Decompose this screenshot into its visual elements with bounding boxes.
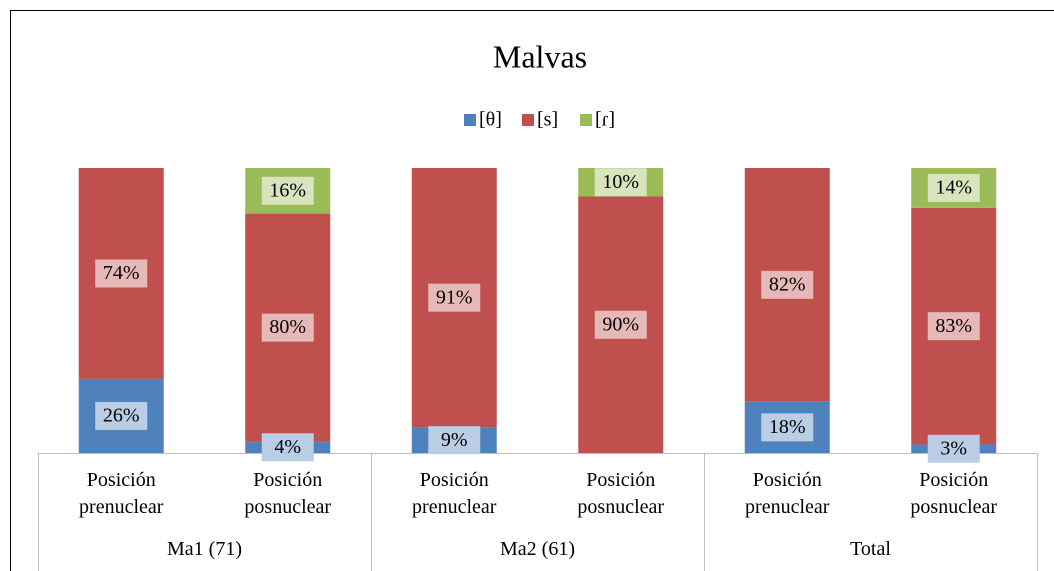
chart-title: Malvas [493, 38, 587, 74]
data-label-bg [927, 173, 980, 202]
legend-swatch [464, 114, 476, 126]
x-tick-label: Posición posnuclear [577, 469, 665, 518]
legend-label: [θ] [479, 109, 502, 131]
data-label: 26% [103, 405, 140, 427]
x-tick-label: Posición prenuclear [745, 469, 830, 518]
data-label: 90% [602, 313, 639, 335]
data-label-bg [428, 283, 481, 312]
data-label: 83% [935, 315, 972, 337]
x-tick-label: Posición posnuclear [910, 469, 998, 518]
data-label: 18% [769, 416, 806, 438]
data-label-bg [428, 426, 481, 455]
chart-border [10, 10, 1054, 571]
data-label: 3% [940, 437, 967, 459]
x-tick-label: Posición posnuclear [244, 469, 332, 518]
data-label-bg [594, 310, 647, 339]
data-label-bg [261, 433, 314, 462]
legend-label: [s] [537, 109, 558, 131]
legend-label: [ɾ] [595, 109, 615, 131]
data-label: 91% [436, 286, 473, 308]
data-label-bg [761, 413, 814, 442]
data-label-bg [927, 312, 980, 341]
data-label: 74% [103, 262, 140, 284]
x-tick-label: Posición prenuclear [79, 469, 164, 518]
legend-swatch [580, 114, 592, 126]
x-tick-label: Posición prenuclear [412, 469, 497, 518]
data-label-bg [261, 176, 314, 205]
data-label: 14% [935, 177, 972, 199]
legend-swatch [522, 114, 534, 126]
data-label-bg [594, 168, 647, 197]
data-label: 4% [274, 436, 301, 458]
data-label: 9% [441, 429, 468, 451]
group-label: Ma2 (61) [500, 538, 575, 560]
data-label-bg [95, 401, 148, 430]
data-label: 10% [602, 171, 639, 193]
data-label: 82% [769, 273, 806, 295]
group-label: Total [850, 538, 891, 560]
data-label-bg [95, 259, 148, 288]
data-label-bg [261, 313, 314, 342]
data-label-bg [927, 434, 980, 463]
data-label: 80% [269, 316, 306, 338]
data-label: 16% [269, 179, 306, 201]
group-label: Ma1 (71) [167, 538, 242, 560]
data-label-bg [761, 270, 814, 299]
